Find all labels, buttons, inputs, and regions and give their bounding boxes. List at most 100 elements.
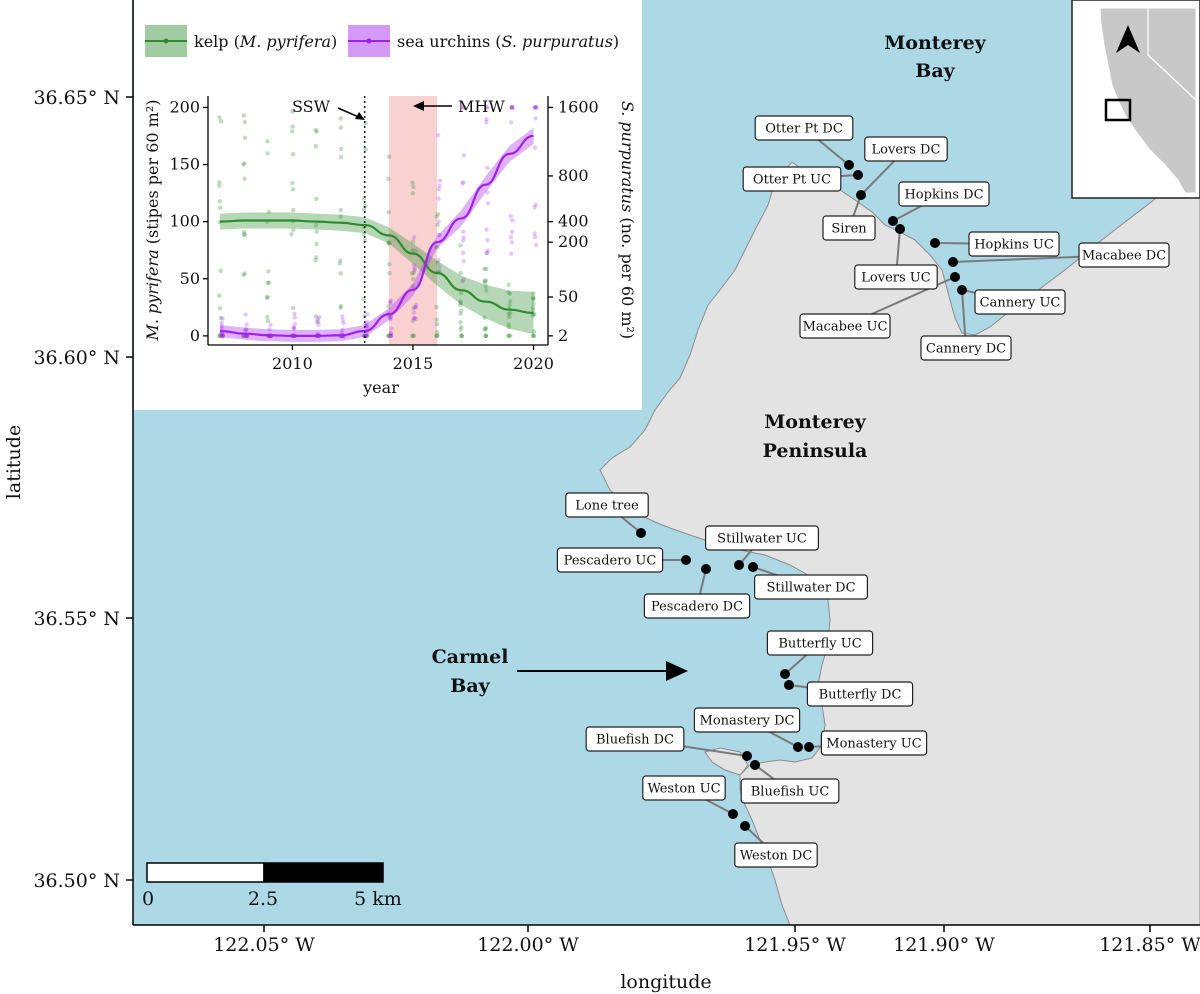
chart-y-right-title: S. purpuratus (no. per 60 m²) [618,101,637,339]
kelp-data-point [411,333,416,339]
kelp-data-point [386,209,391,215]
kelp-data-point [290,187,296,192]
chart-y-right-tick-label: 200 [558,232,589,251]
chart-y-right-tick-label: 2 [558,326,568,345]
kelp-data-point [361,232,366,237]
kelp-data-point [313,314,319,319]
map-y-tick-label: 36.50° N [33,870,120,892]
urchin-data-point [436,219,441,224]
kelp-data-point [362,333,367,339]
urchin-data-point [365,311,370,317]
urchin-data-point [220,316,225,321]
kelp-data-point [363,147,368,152]
kelp-data-point [530,307,536,313]
inset-background [134,0,642,410]
urchin-data-point [389,333,394,339]
kelp-data-point [410,239,416,244]
urchin-data-point [243,327,249,332]
urchin-data-point [364,322,369,327]
urchin-data-point [485,248,491,253]
urchin-data-point [244,322,249,327]
urchin-data-point [219,326,224,331]
urchin-data-point [413,248,418,254]
kelp-data-point [217,205,223,211]
kelp-data-point [435,212,441,217]
urchin-data-point [436,257,441,263]
kelp-data-point [362,203,368,209]
urchin-data-point [267,327,272,332]
site-label: Hopkins UC [968,231,1060,257]
kelp-data-point [313,222,319,228]
kelp-data-point [435,333,440,339]
kelp-data-point [411,270,416,275]
site-dot [948,257,958,267]
site-label-text: Lone tree [575,499,639,514]
urchin-data-point [461,105,466,110]
site-label-text: Macabee DC [1082,249,1166,264]
mhw-arrowhead [413,101,424,111]
urchin-data-point [291,325,296,331]
kelp-data-point [458,300,463,306]
urchin-data-point [510,105,515,110]
place-monterey-bay-line2: Bay [915,60,955,82]
kelp-data-point [410,180,415,186]
urchin-data-point [340,327,345,333]
site-dot [957,285,967,295]
site-label: Lovers UC [854,264,938,290]
map-x-axis-title: longitude [620,971,711,993]
site-label: Butterfly DC [806,681,914,707]
kelp-data-point [290,124,295,129]
kelp-data-point [314,241,319,247]
carmel-bay-arrow [517,661,688,681]
urchin-data-point [413,302,419,307]
map-x-tick-label: 121.95° W [744,934,846,956]
kelp-ribbon [220,212,534,335]
kelp-data-point [507,303,512,308]
kelp-data-point [386,304,391,309]
place-peninsula-line2: Peninsula [763,440,868,462]
chart-x-tick-label: 2010 [272,354,313,373]
kelp-data-point [290,180,295,186]
urchin-data-point [533,105,539,110]
map-y-tick-label: 36.65° N [33,87,120,109]
kelp-data-point [434,317,439,322]
site-label-text: Stillwater UC [717,532,807,547]
kelp-data-point [387,333,392,339]
mhw-band [388,96,438,345]
kelp-data-point [362,237,368,243]
urchin-trend-line [220,134,534,337]
urchin-data-point [436,196,441,201]
site-label: Monastery DC [693,707,801,733]
urchin-data-point [508,251,514,256]
kelp-data-point [387,261,392,267]
kelp-data-point [338,303,344,309]
urchin-data-point [460,229,466,234]
urchin-data-point [411,263,417,268]
legend-kelp-label: kelp (M. pyrifera) [194,32,337,51]
urchin-data-point [532,105,537,110]
urchin-data-point [387,299,393,305]
kelp-data-point [242,161,247,166]
site-dot [895,224,905,234]
scale-label-0: 0 [142,888,154,910]
site-label: Otter Pt DC [754,115,854,141]
site-dot [930,238,940,248]
kelp-data-point [386,176,391,181]
urchin-data-point [509,105,514,110]
kelp-data-point [531,329,537,334]
kelp-data-point [458,290,464,296]
site-label-text: Bluefish DC [596,733,674,748]
kelp-data-point [338,146,344,152]
legend-urchin-label: sea urchins (S. purpuratus) [397,32,619,51]
kelp-data-point [290,109,295,114]
site-label: Weston UC [642,775,726,801]
urchin-data-point [317,314,322,320]
kelp-data-point [314,229,319,234]
kelp-data-point [458,243,463,248]
urchin-data-point [412,315,417,321]
kelp-data-point [338,271,343,276]
legend: kelp (M. pyrifera) sea urchins (S. purpu… [145,25,619,57]
kelp-data-point [531,296,536,301]
urchin-data-point [388,331,393,336]
kelp-data-point [265,294,270,300]
